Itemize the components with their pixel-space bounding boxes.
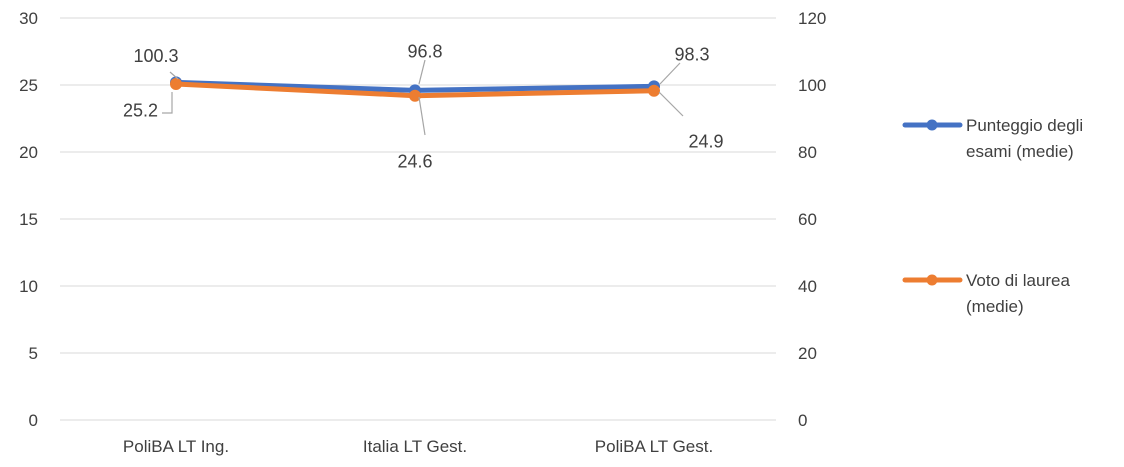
data-point [648, 84, 660, 97]
right-tick-label: 120 [798, 9, 826, 28]
leader-line [659, 62, 681, 85]
right-tick-label: 20 [798, 344, 817, 363]
legend-swatch-marker [926, 274, 938, 286]
legend-swatch-marker [926, 119, 938, 131]
data-label: 24.6 [397, 151, 432, 171]
left-tick-label: 10 [19, 277, 38, 296]
leader-line [418, 59, 426, 85]
right-y-axis: 0 20 40 60 80 100 120 [798, 9, 826, 430]
left-tick-label: 15 [19, 210, 38, 229]
right-tick-label: 40 [798, 277, 817, 296]
right-tick-label: 0 [798, 411, 807, 430]
left-tick-label: 5 [29, 344, 38, 363]
legend-label: esami (medie) [966, 142, 1074, 161]
leader-line [658, 91, 684, 117]
legend-entry-voto: Voto di laurea (medie) [902, 271, 1071, 316]
data-label: 100.3 [133, 46, 178, 66]
legend-entry-punteggio: Punteggio degli esami (medie) [902, 116, 1083, 161]
data-point [170, 77, 182, 90]
legend-label: Voto di laurea [966, 271, 1071, 290]
left-y-axis: 0 5 10 15 20 25 30 [19, 9, 38, 430]
left-tick-label: 20 [19, 143, 38, 162]
leader-line [162, 92, 173, 114]
legend-label: Punteggio degli [966, 116, 1083, 135]
category-label: PoliBA LT Gest. [595, 437, 713, 456]
left-tick-label: 25 [19, 76, 38, 95]
data-point [409, 89, 421, 102]
legend: Punteggio degli esami (medie) Voto di laur… [902, 116, 1083, 316]
category-label: PoliBA LT Ing. [123, 437, 229, 456]
legend-label: (medie) [966, 297, 1024, 316]
data-labels: 25.2 24.6 24.9 100.3 96.8 98.3 [123, 42, 724, 172]
leader-line [169, 71, 179, 80]
data-label: 24.9 [688, 131, 723, 151]
data-label: 96.8 [407, 42, 442, 62]
data-label-leaders [162, 59, 684, 136]
left-tick-label: 0 [29, 411, 38, 430]
category-label: Italia LT Gest. [363, 437, 467, 456]
data-label: 98.3 [674, 45, 709, 65]
right-tick-label: 100 [798, 76, 826, 95]
leader-line [418, 96, 426, 136]
x-axis: PoliBA LT Ing. Italia LT Gest. PoliBA LT G… [123, 437, 713, 456]
data-label: 25.2 [123, 100, 158, 120]
series-layer [170, 76, 660, 102]
right-tick-label: 60 [798, 210, 817, 229]
gridlines [60, 17, 776, 421]
right-tick-label: 80 [798, 143, 817, 162]
left-tick-label: 30 [19, 9, 38, 28]
